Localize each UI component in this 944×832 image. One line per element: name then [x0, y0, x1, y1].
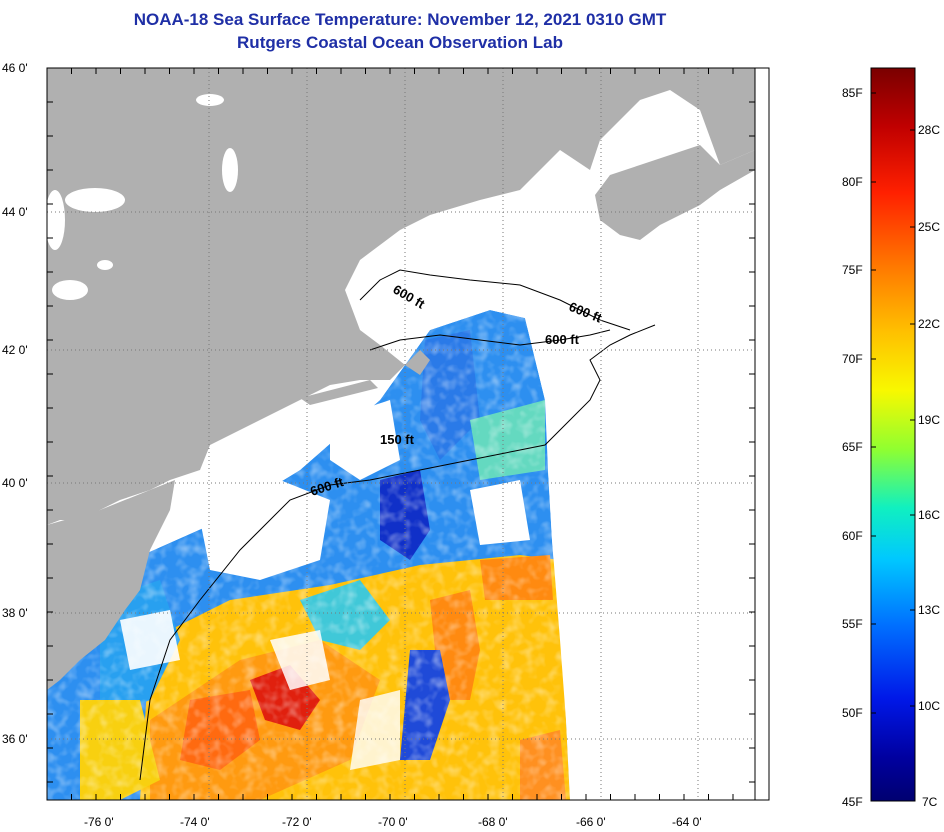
lat-label: 38 0' [2, 606, 28, 620]
f-label: 50F [842, 706, 863, 720]
lon-label: -72 0' [282, 815, 312, 829]
colorbar-ticks [871, 92, 915, 714]
lat-label: 40 0' [2, 476, 28, 490]
colorbar-f-labels: 85F 80F 75F 70F 65F 60F 55F 50F 45F [842, 86, 863, 809]
lon-label: -76 0' [84, 815, 114, 829]
colorbar-gradient [870, 67, 916, 802]
c-label: 19C [918, 413, 940, 427]
f-label: 75F [842, 263, 863, 277]
lat-label: 44 0' [2, 205, 28, 219]
c-label: 25C [918, 220, 940, 234]
bathymetry-contours [139, 269, 656, 781]
c-label: 28C [918, 123, 940, 137]
f-label: 80F [842, 175, 863, 189]
f-label: 65F [842, 440, 863, 454]
f-label: 55F [842, 617, 863, 631]
axis-ticks [46, 67, 755, 800]
latitude-labels: 46 0' 44 0' 42 0' 40 0' 38 0' 36 0' [2, 61, 28, 746]
lon-label: -66 0' [576, 815, 606, 829]
colorbar-c-labels: 28C 25C 22C 19C 16C 13C 10C 7C [918, 123, 940, 809]
f-label: 45F [842, 795, 863, 809]
c-label: 10C [918, 699, 940, 713]
lat-label: 42 0' [2, 343, 28, 357]
c-label: 7C [922, 795, 938, 809]
lakes [47, 94, 238, 300]
c-label: 16C [918, 508, 940, 522]
lon-label: -70 0' [378, 815, 408, 829]
f-label: 60F [842, 529, 863, 543]
contour-label: 150 ft [380, 432, 415, 447]
lat-label: 36 0' [2, 732, 28, 746]
c-label: 13C [918, 603, 940, 617]
map-frame [46, 67, 770, 801]
lat-label: 46 0' [2, 61, 28, 75]
map-title: NOAA-18 Sea Surface Temperature: Novembe… [133, 10, 667, 29]
c-label: 22C [918, 317, 940, 331]
f-label: 85F [842, 86, 863, 100]
contour-label: 600 ft [545, 332, 580, 347]
lon-label: -68 0' [478, 815, 508, 829]
lon-label: -64 0' [672, 815, 702, 829]
f-label: 70F [842, 352, 863, 366]
lon-label: -74 0' [180, 815, 210, 829]
map-subtitle: Rutgers Coastal Ocean Observation Lab [237, 33, 563, 52]
colorbar: 85F 80F 75F 70F 65F 60F 55F 50F 45F 28C … [842, 67, 940, 809]
longitude-labels: -76 0' -74 0' -72 0' -70 0' -68 0' -66 0… [84, 815, 702, 829]
